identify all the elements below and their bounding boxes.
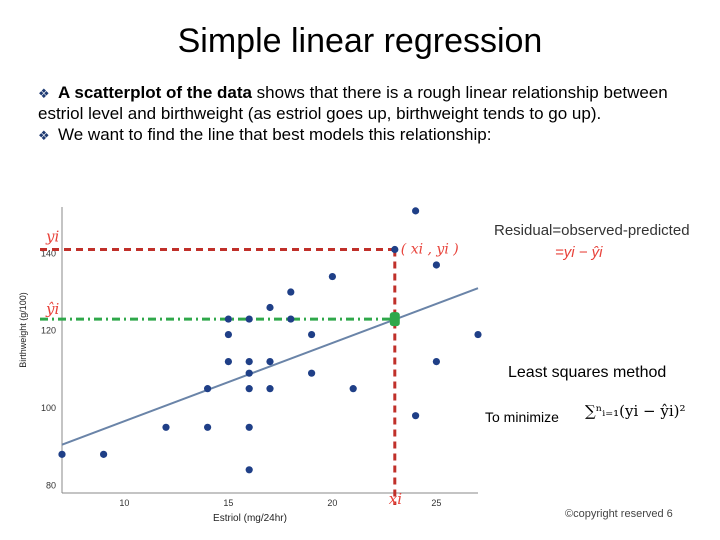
y-observed-label: yi (45, 228, 59, 246)
data-point (287, 315, 295, 323)
sum-formula: ∑ⁿᵢ₌₁(yi − ŷi)² (585, 402, 686, 420)
guide-lines (40, 248, 397, 505)
copyright-text: ©copyright reserved 6 (565, 508, 673, 520)
data-points (58, 207, 482, 474)
data-point (245, 466, 253, 474)
y-tick-label: 80 (46, 480, 56, 490)
data-point (474, 330, 482, 339)
data-point (245, 423, 253, 431)
diamond-bullet-icon: ❖ (38, 86, 50, 101)
bullet-2-text: We want to find the line that best model… (58, 125, 492, 144)
bullet-list: ❖ A scatterplot of the data shows that th… (38, 82, 688, 145)
data-point (432, 357, 440, 366)
data-point (391, 245, 399, 254)
y-tick-label: 140 (41, 248, 56, 258)
least-squares-label: Least squares method (508, 364, 667, 381)
regression-line-group (61, 287, 479, 446)
point-label: ( xi , yi ) (401, 242, 459, 258)
x-tick-label: 20 (327, 498, 337, 508)
residual-label: Residual=observed-predicted (494, 222, 690, 239)
slide-title: Simple linear regression (177, 22, 543, 60)
data-point (266, 303, 274, 312)
data-point (245, 357, 253, 366)
data-point (412, 207, 420, 215)
chart-axes: 10 15 20 25 80 100 120 140 Estriol (mg/24hr) Birt… (18, 207, 478, 524)
data-point (204, 423, 212, 431)
residual-formula: =yi − ŷi (555, 244, 603, 261)
y-hat-label: ŷi (45, 300, 59, 318)
regression-line (61, 287, 479, 446)
data-point (224, 357, 232, 366)
bullet-1-text: shows that there is a rough linear relat… (38, 83, 668, 123)
x-value-label: xi (389, 490, 402, 508)
y-axis-label: Birthweight (g/100) (18, 292, 28, 368)
data-point (266, 385, 274, 393)
y-tick-label: 100 (41, 403, 56, 413)
data-point (245, 385, 253, 393)
data-point (412, 412, 420, 420)
data-point (245, 315, 253, 323)
chart-annotations: ( xi , yi ) yi ŷi xi (45, 228, 459, 508)
data-point (287, 288, 295, 296)
data-point (162, 423, 170, 431)
data-point (432, 261, 440, 269)
y-tick-label: 120 (41, 326, 56, 336)
data-point (100, 450, 108, 458)
data-point (224, 315, 232, 323)
predicted-point (389, 312, 400, 327)
x-tick-label: 10 (119, 498, 129, 508)
scatter-chart: 10 15 20 25 80 100 120 140 Estriol (mg/24hr) Birt… (18, 207, 482, 524)
data-point (245, 369, 253, 377)
data-point (204, 385, 212, 393)
data-point (58, 450, 66, 458)
x-tick-label: 15 (223, 498, 233, 508)
bullet-2: ❖ We want to find the line that best mode… (38, 124, 688, 145)
data-point (308, 330, 316, 339)
minimize-label: To minimize (485, 409, 559, 425)
data-point (328, 272, 336, 281)
x-tick-label: 25 (431, 498, 441, 508)
bullet-1-bold: A scatterplot of the data (58, 83, 252, 102)
diamond-bullet-icon: ❖ (38, 128, 50, 143)
data-point (349, 385, 357, 393)
bullet-1: ❖ A scatterplot of the data shows that th… (38, 82, 688, 124)
data-point (308, 369, 316, 377)
data-point (224, 330, 232, 339)
x-axis-label: Estriol (mg/24hr) (213, 513, 287, 524)
data-point (266, 357, 274, 366)
